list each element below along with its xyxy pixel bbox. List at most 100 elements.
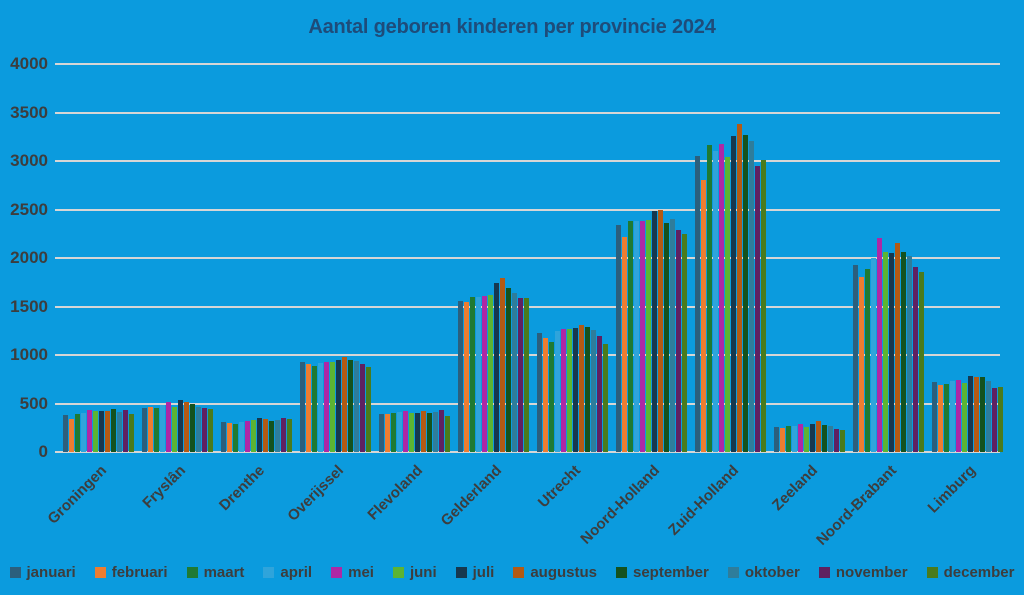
bar-utrecht-november bbox=[597, 336, 602, 452]
bar-frysl-n-juli bbox=[178, 400, 183, 452]
bar-gelderland-juni bbox=[488, 295, 493, 452]
bar-drenthe-maart bbox=[233, 424, 238, 452]
bar-frysl-n-juni bbox=[172, 407, 177, 452]
bar-gelderland-juli bbox=[494, 283, 499, 452]
bar-drenthe-oktober bbox=[275, 420, 280, 452]
gridline-0 bbox=[55, 451, 1000, 453]
bar-gelderland-september bbox=[506, 288, 511, 452]
bar-noord-holland-februari bbox=[622, 237, 627, 452]
bar-overijssel-november bbox=[360, 364, 365, 452]
legend-swatch-januari bbox=[9, 567, 21, 578]
bar-overijssel-maart bbox=[312, 366, 317, 452]
bar-limburg-februari bbox=[938, 385, 943, 452]
bar-utrecht-april bbox=[555, 331, 560, 452]
legend-label-september: september bbox=[633, 564, 709, 581]
bar-noord-holland-oktober bbox=[670, 219, 675, 452]
bar-noord-holland-april bbox=[634, 221, 639, 452]
bar-groningen-maart bbox=[75, 414, 80, 452]
bar-zeeland-april bbox=[792, 426, 797, 452]
legend-item-november: november bbox=[818, 564, 908, 581]
bar-groningen-april bbox=[81, 413, 86, 452]
bar-flevoland-mei bbox=[403, 411, 408, 452]
bar-utrecht-december bbox=[603, 344, 608, 452]
legend-label-januari: januari bbox=[26, 564, 76, 581]
bar-overijssel-januari bbox=[300, 362, 305, 452]
bar-groningen-augustus bbox=[105, 411, 110, 452]
bar-drenthe-juli bbox=[257, 418, 262, 452]
bar-zuid-holland-oktober bbox=[749, 141, 754, 452]
bar-frysl-n-februari bbox=[148, 407, 153, 452]
bar-zuid-holland-juni bbox=[725, 157, 730, 452]
bar-overijssel-februari bbox=[306, 364, 311, 452]
bar-zeeland-oktober bbox=[828, 426, 833, 452]
bar-flevoland-februari bbox=[385, 414, 390, 452]
y-tick-label-1000: 1000 bbox=[10, 345, 48, 364]
legend-label-maart: maart bbox=[203, 564, 245, 581]
bar-overijssel-juli bbox=[336, 360, 341, 452]
bar-drenthe-april bbox=[239, 422, 244, 452]
y-tick-label-0: 0 bbox=[38, 442, 48, 461]
y-tick-label-1500: 1500 bbox=[10, 296, 48, 316]
legend-swatch-juni bbox=[392, 567, 404, 578]
bar-limburg-juli bbox=[968, 376, 973, 452]
bar-noord-holland-januari bbox=[616, 225, 621, 452]
bar-overijssel-mei bbox=[324, 362, 329, 452]
bar-gelderland-december bbox=[524, 298, 529, 452]
legend-swatch-november bbox=[818, 567, 830, 578]
bar-noord-brabant-maart bbox=[865, 269, 870, 452]
bar-noord-brabant-september bbox=[901, 252, 906, 452]
chart-title: Aantal geboren kinderen per provincie 20… bbox=[308, 16, 716, 38]
bar-zeeland-maart bbox=[786, 426, 791, 452]
y-tick-label-500: 500 bbox=[19, 393, 48, 413]
bar-gelderland-mei bbox=[482, 296, 487, 452]
legend-label-mei: mei bbox=[348, 564, 374, 581]
bar-groningen-juni bbox=[93, 411, 98, 452]
bar-drenthe-juni bbox=[251, 420, 256, 452]
bar-noord-brabant-november bbox=[913, 267, 918, 452]
bar-flevoland-september bbox=[427, 413, 432, 452]
legend-label-juni: juni bbox=[409, 564, 437, 581]
legend-label-augustus: augustus bbox=[530, 564, 597, 581]
bar-limburg-november bbox=[992, 388, 997, 452]
bar-zeeland-februari bbox=[780, 428, 785, 452]
bar-drenthe-februari bbox=[227, 423, 232, 452]
bar-overijssel-juni bbox=[330, 362, 335, 452]
bar-overijssel-april bbox=[318, 363, 323, 452]
legend-swatch-oktober bbox=[727, 567, 739, 578]
legend-label-februari: februari bbox=[111, 564, 168, 581]
legend-swatch-juli bbox=[455, 567, 467, 578]
bar-noord-holland-december bbox=[682, 234, 687, 452]
bar-zuid-holland-april bbox=[713, 151, 718, 452]
bar-zuid-holland-januari bbox=[695, 156, 700, 452]
bar-limburg-mei bbox=[956, 380, 961, 452]
bar-drenthe-januari bbox=[221, 422, 226, 452]
legend-item-januari: januari bbox=[9, 564, 76, 581]
bar-drenthe-december bbox=[287, 419, 292, 452]
bar-utrecht-september bbox=[585, 327, 590, 452]
bar-zeeland-januari bbox=[774, 427, 779, 452]
bar-limburg-september bbox=[980, 377, 985, 452]
bar-zeeland-november bbox=[834, 429, 839, 452]
bar-noord-holland-augustus bbox=[658, 210, 663, 452]
bar-limburg-oktober bbox=[986, 381, 991, 452]
legend-label-december: december bbox=[943, 564, 1015, 581]
bar-limburg-april bbox=[950, 381, 955, 452]
legend-swatch-december bbox=[926, 567, 938, 578]
bar-gelderland-augustus bbox=[500, 278, 505, 452]
bar-noord-brabant-april bbox=[871, 258, 876, 452]
bar-zeeland-december bbox=[840, 430, 845, 452]
bar-limburg-december bbox=[998, 387, 1003, 452]
bar-utrecht-mei bbox=[561, 329, 566, 452]
bar-flevoland-januari bbox=[379, 414, 384, 452]
bar-utrecht-maart bbox=[549, 342, 554, 452]
bar-zeeland-juli bbox=[810, 424, 815, 452]
legend-swatch-maart bbox=[186, 567, 198, 578]
bar-overijssel-oktober bbox=[354, 361, 359, 452]
bar-zeeland-augustus bbox=[816, 421, 821, 452]
bar-groningen-mei bbox=[87, 410, 92, 452]
legend-swatch-april bbox=[263, 567, 275, 578]
bar-limburg-maart bbox=[944, 384, 949, 452]
bar-zuid-holland-maart bbox=[707, 145, 712, 452]
bar-zuid-holland-augustus bbox=[737, 124, 742, 452]
bar-utrecht-augustus bbox=[579, 325, 584, 452]
